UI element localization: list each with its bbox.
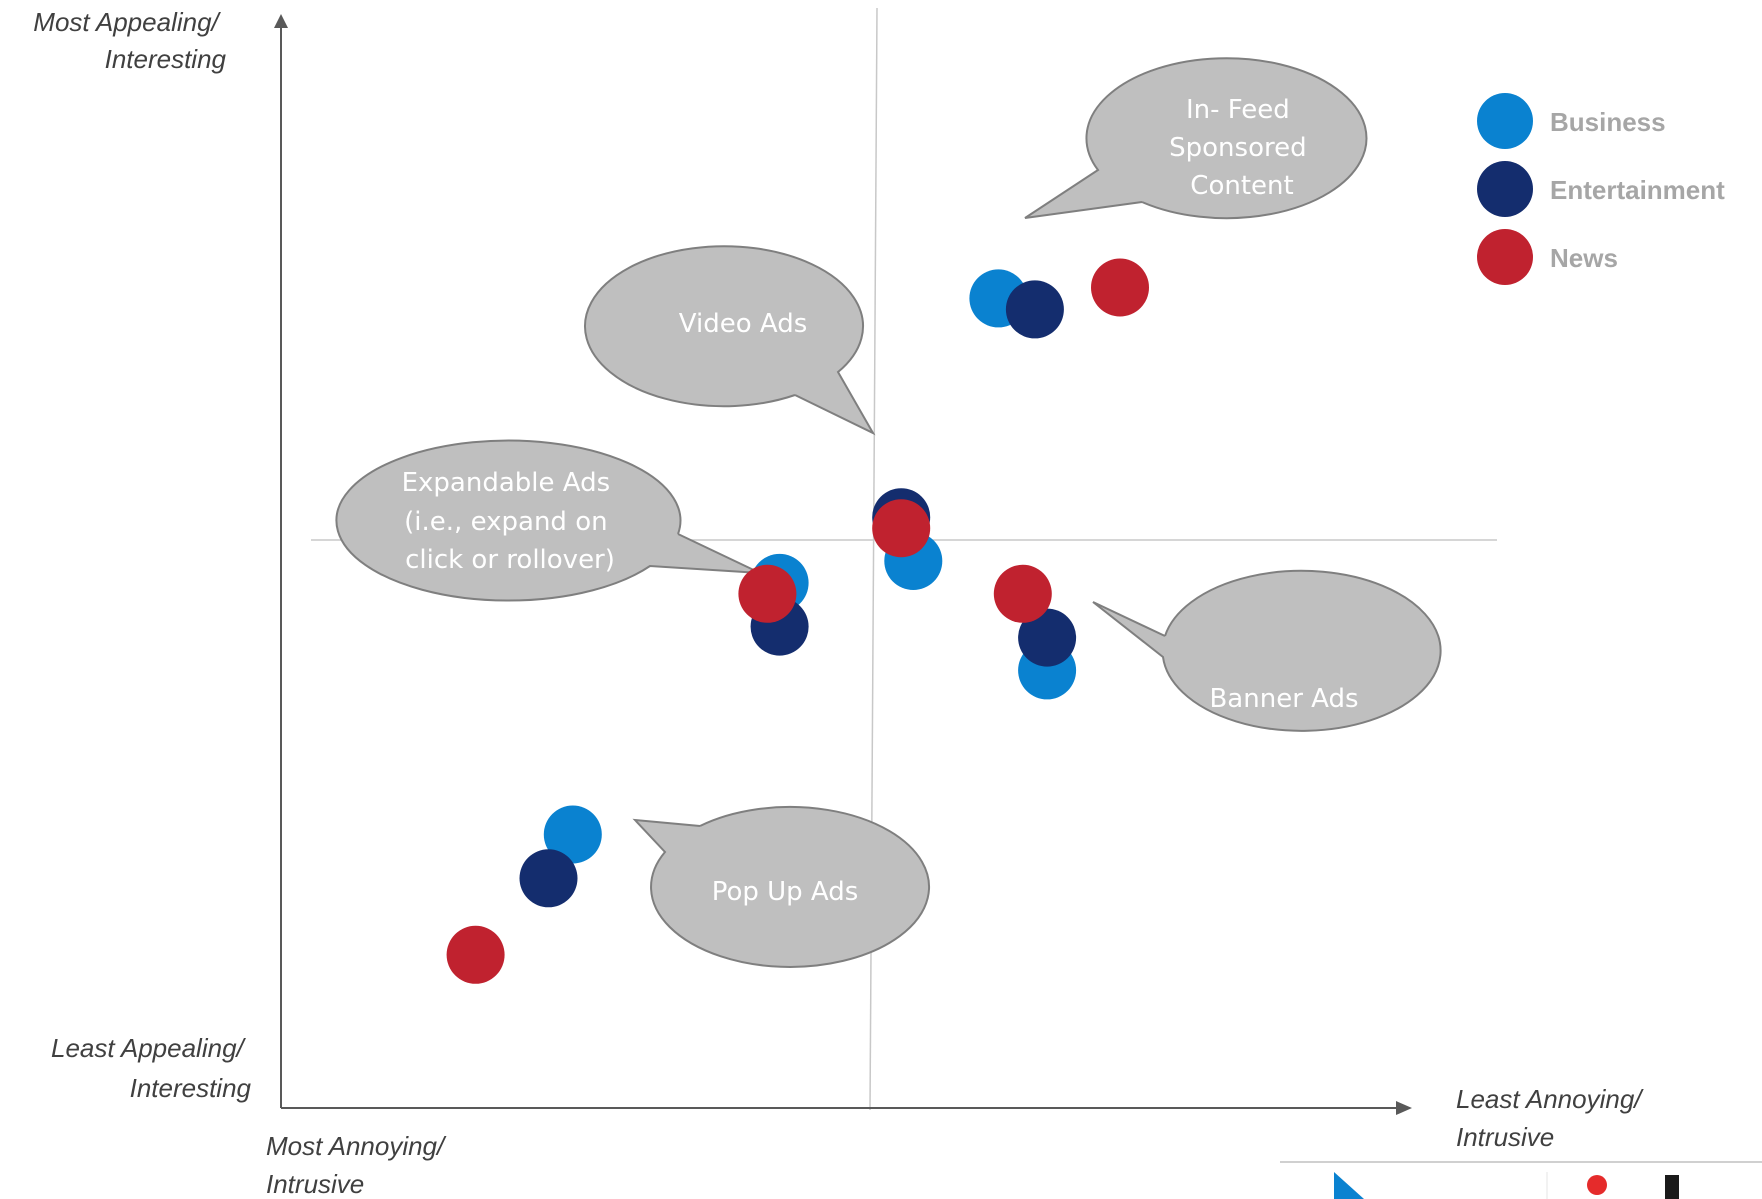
x-axis-arrow-icon xyxy=(1396,1101,1412,1115)
callout-video-text: Video Ads xyxy=(679,309,808,339)
callout-in-feed-line-1: In- Feed xyxy=(1186,95,1290,125)
callout-popup-text: Pop Up Ads xyxy=(712,877,859,907)
callout-expandable-line-2: (i.e., expand on xyxy=(404,507,607,537)
point-entertainment-banner-ads xyxy=(1018,608,1077,667)
callout-in-feed-text: In- Feed Sponsored Content xyxy=(1169,95,1315,201)
callout-popup: Pop Up Ads xyxy=(632,805,930,968)
callouts: In- Feed Sponsored Content Video Ads Exp… xyxy=(335,57,1442,968)
x-left-label-line-1: Most Annoying/ xyxy=(266,1131,447,1161)
axis-labels: Most Appealing/ Interesting Least Appeal… xyxy=(33,7,1649,1199)
callout-in-feed-line-2: Sponsored xyxy=(1169,133,1306,163)
callout-in-feed-shape xyxy=(1024,57,1368,220)
y-top-label: Most Appealing/ Interesting xyxy=(33,7,226,74)
footer-decoration xyxy=(1280,1161,1762,1199)
point-news-pop-up-ads xyxy=(446,925,505,984)
y-axis-arrow-icon xyxy=(274,14,288,28)
y-top-label-line-1: Most Appealing/ xyxy=(33,7,221,37)
logo-red-dot-icon xyxy=(1587,1175,1607,1195)
x-right-label-line-1: Least Annoying/ xyxy=(1456,1084,1644,1114)
point-entertainment-pop-up-ads xyxy=(519,849,578,908)
logo-triangle-icon xyxy=(1334,1172,1364,1199)
callout-video: Video Ads xyxy=(584,245,876,436)
x-right-label: Least Annoying/ Intrusive xyxy=(1456,1084,1649,1152)
axes xyxy=(274,14,1412,1115)
callout-popup-shape xyxy=(632,805,930,968)
callout-expandable: Expandable Ads (i.e., expand on click or… xyxy=(335,439,761,602)
callout-banner-text: Banner Ads xyxy=(1209,684,1358,714)
point-entertainment-in-feed-sponsored-content xyxy=(1005,280,1064,339)
y-top-label-line-2: Interesting xyxy=(105,44,227,74)
y-bottom-label: Least Appealing/ Interesting xyxy=(51,1033,252,1103)
callout-expandable-line-1: Expandable Ads xyxy=(402,468,611,498)
callout-video-shape xyxy=(584,245,876,436)
y-bottom-label-line-1: Least Appealing/ xyxy=(51,1033,247,1063)
point-news-expandable-ads xyxy=(738,564,797,623)
callout-banner-shape xyxy=(1092,569,1442,732)
logo-black-bar-icon xyxy=(1665,1175,1679,1199)
callout-expandable-text: Expandable Ads (i.e., expand on click or… xyxy=(402,468,619,575)
callout-expandable-shape xyxy=(335,439,761,602)
point-news-banner-ads xyxy=(993,564,1052,623)
legend-swatch-news xyxy=(1477,229,1533,285)
legend-label-business: Business xyxy=(1550,107,1666,137)
callout-in-feed: In- Feed Sponsored Content xyxy=(1024,57,1368,220)
callout-banner: Banner Ads xyxy=(1092,569,1442,732)
callout-in-feed-line-3: Content xyxy=(1190,171,1293,201)
point-news-in-feed-sponsored-content xyxy=(1091,258,1149,317)
legend-swatch-business xyxy=(1477,93,1533,149)
x-left-label: Most Annoying/ Intrusive xyxy=(266,1131,451,1199)
point-business-pop-up-ads xyxy=(543,805,602,864)
legend-label-entertainment: Entertainment xyxy=(1550,175,1725,205)
point-news-video-ads xyxy=(872,499,931,558)
x-right-label-line-2: Intrusive xyxy=(1456,1122,1554,1152)
x-left-label-line-2: Intrusive xyxy=(266,1169,364,1199)
legend-swatch-entertainment xyxy=(1477,161,1533,217)
legend-label-news: News xyxy=(1550,243,1618,273)
y-bottom-label-line-2: Interesting xyxy=(130,1073,252,1103)
callout-expandable-line-3: click or rollover) xyxy=(405,545,615,575)
data-points xyxy=(446,258,1149,984)
legend: Business Entertainment News xyxy=(1477,93,1725,285)
